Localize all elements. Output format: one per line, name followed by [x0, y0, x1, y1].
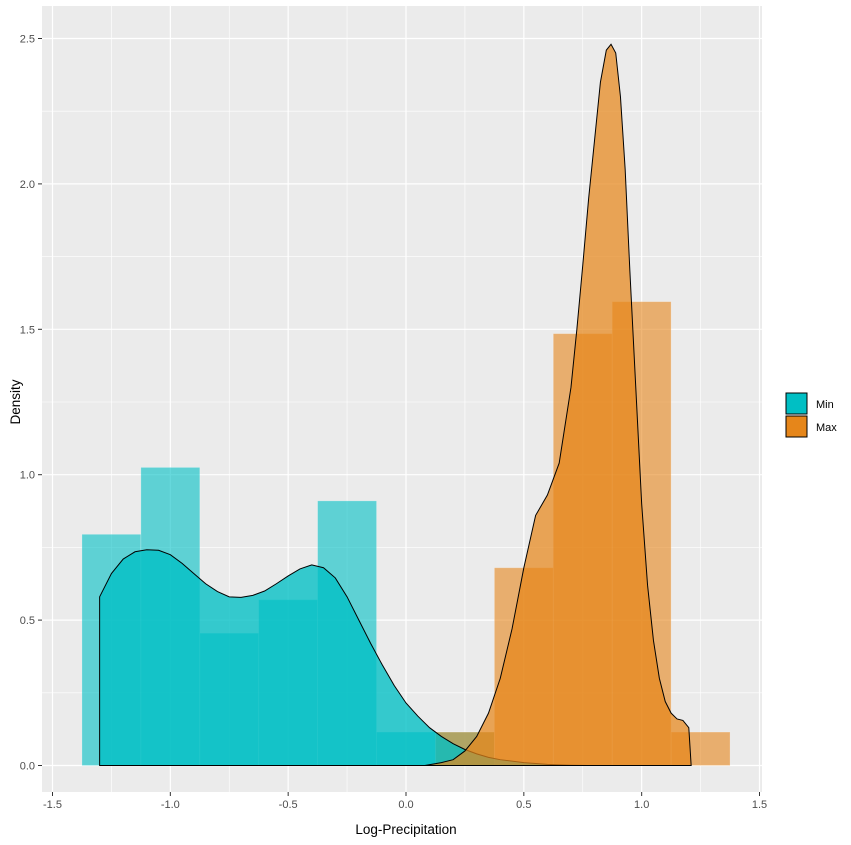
x-axis: -1.5 -1.0 -0.5 0.0 0.5 1.0 1.5 — [43, 792, 767, 811]
x-tick-label: 1.0 — [634, 799, 649, 811]
y-tick-label: 1.5 — [20, 324, 35, 336]
y-tick-label: 0.0 — [20, 761, 35, 773]
x-tick-label: -1.0 — [161, 799, 180, 811]
y-axis-title: Density — [8, 379, 23, 424]
y-tick-label: 2.0 — [20, 179, 35, 191]
x-axis-title: Log-Precipitation — [355, 822, 456, 837]
x-tick-label: 0.0 — [398, 799, 413, 811]
x-tick-label: 0.5 — [516, 799, 531, 811]
y-tick-label: 1.0 — [20, 470, 35, 482]
y-tick-label: 0.5 — [20, 615, 35, 627]
legend-key-max — [785, 415, 808, 438]
x-tick-label: -1.5 — [43, 799, 62, 811]
legend-label-min: Min — [816, 399, 834, 411]
legend-key-min — [785, 392, 808, 415]
x-tick-label: -0.5 — [279, 799, 298, 811]
legend: Min Max — [785, 392, 837, 438]
density-curves — [99, 43, 692, 766]
x-tick-label: 1.5 — [752, 799, 767, 811]
legend-label-max: Max — [816, 422, 837, 434]
y-tick-label: 2.5 — [20, 34, 35, 46]
y-axis: 0.0 0.5 1.0 1.5 2.0 2.5 — [20, 34, 42, 773]
density-curve-max — [424, 43, 692, 766]
